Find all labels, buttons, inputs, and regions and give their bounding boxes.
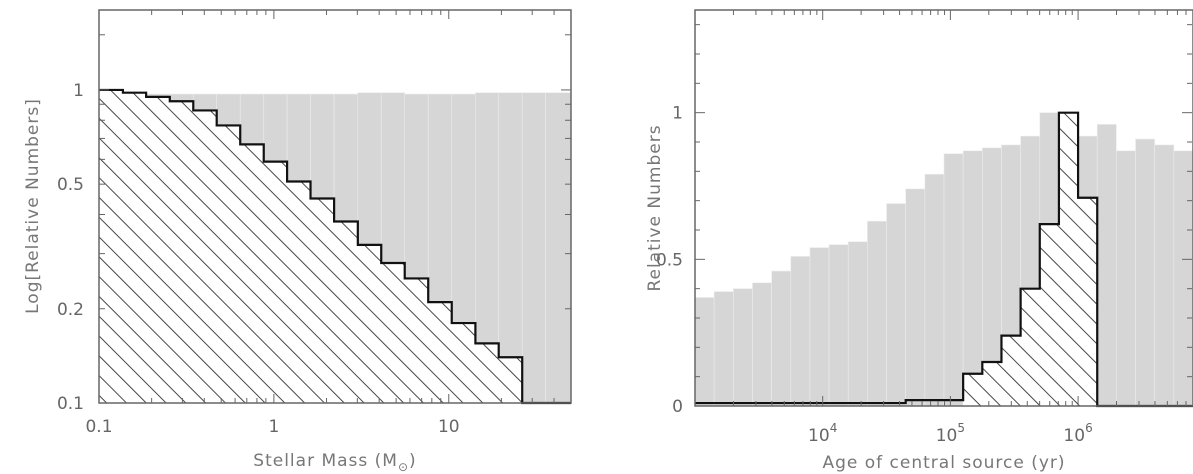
gray-bar [828,244,849,407]
plot-frame [694,9,1193,407]
y-tick-label: 1 [672,104,683,124]
x-tick-label: 10 [438,417,460,437]
hatched-bar [1001,335,1021,406]
x-tick-label: 104 [808,421,837,446]
gray-bar [790,256,811,407]
gray-bar [521,92,546,404]
hatched-bar [1078,197,1098,406]
y-axis-label: Log[Relative Numbers] [23,98,43,314]
x-tick-label: 105 [936,421,965,446]
gray-bar [847,241,868,407]
y-tick-label: 0 [672,397,683,417]
stellar-mass-histogram: 0.1 1 10 0.1 0.2 0.5 1 Stellar Mass (M⊙) Log[… [23,9,572,474]
hatched-distribution-bars [695,111,1193,408]
x-axis-label: Age of central source (yr) [822,453,1065,473]
gray-bar [905,188,926,407]
gray-bar [1173,150,1193,407]
gray-bar [1135,138,1155,407]
y-tick-label: 0.5 [656,250,683,270]
hatched-outline [99,88,571,405]
gray-distribution-bars [694,112,1193,407]
y-tick-label: 0.2 [57,300,84,320]
gray-bar [886,203,906,407]
y-tick-label: 0.1 [57,394,84,414]
gray-bar [545,92,572,404]
gray-bar [752,282,772,407]
x-axis-label: Stellar Mass (M⊙) [253,451,416,474]
hatched-bar [963,373,983,406]
source-age-histogram: 104 105 106 00.51 Age of central source (y… [645,9,1193,473]
hatched-bar [982,362,1002,406]
x-tick-labels: 104 105 106 [808,421,1093,446]
gray-bar [733,288,753,407]
x-tick-labels: 0.1 1 10 [85,417,459,437]
gray-bar [943,153,964,407]
axis-ticks [694,10,1192,407]
gray-bar [694,297,715,407]
hatched-bar [1058,112,1079,407]
gray-bar [1096,124,1117,407]
hatched-distribution-bars [99,88,571,405]
gray-bar [962,150,983,407]
y-tick-labels: 0.1 0.2 0.5 1 [57,81,84,414]
gray-bar [713,291,734,407]
hatched-bar [1039,224,1059,406]
gray-bar [924,173,945,407]
hatched-area [99,89,571,404]
y-tick-label: 0.5 [57,175,84,195]
gray-bar [867,220,887,407]
y-tick-label: 1 [73,81,84,101]
x-tick-label: 0.1 [85,417,112,437]
axis-ticks [98,10,572,404]
x-tick-label: 1 [268,417,279,437]
gray-bar [1116,150,1136,407]
hatched-bar [1020,288,1040,406]
gray-bar [809,247,830,407]
y-tick-labels: 00.51 [656,104,683,417]
gray-bar [1154,144,1175,407]
gray-bar [771,270,792,407]
hatched-outline [695,111,1193,408]
y-axis-label: Relative Numbers [645,124,665,291]
plot-frame [98,9,572,404]
x-tick-label: 106 [1063,421,1092,446]
